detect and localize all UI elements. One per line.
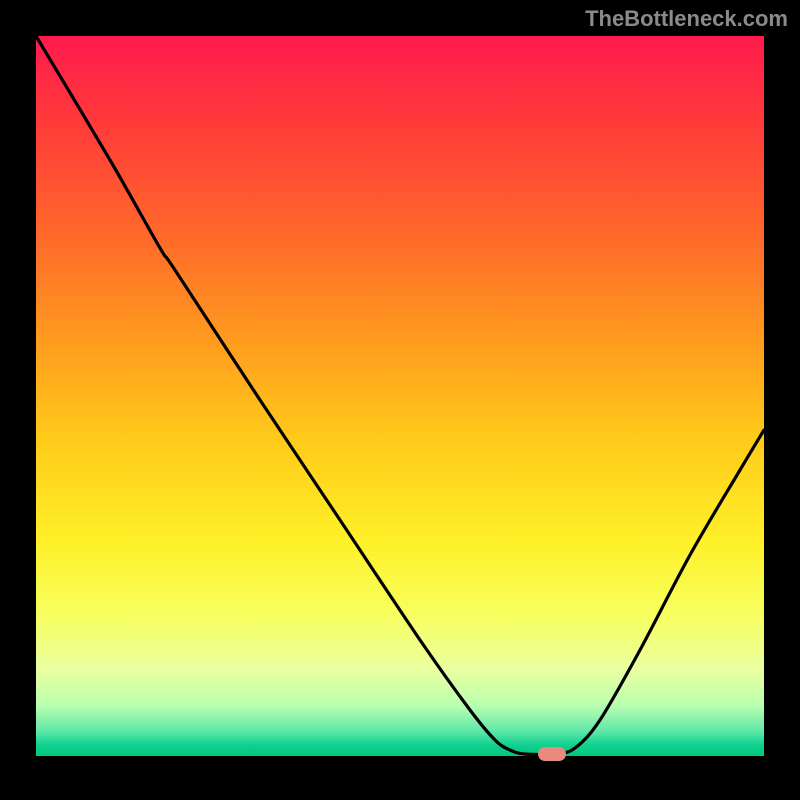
current-config-marker [538, 747, 566, 761]
chart-container: TheBottleneck.com [0, 0, 800, 800]
plot-area-rect [36, 36, 764, 756]
bottleneck-plot [0, 0, 800, 800]
watermark-text: TheBottleneck.com [585, 6, 788, 32]
